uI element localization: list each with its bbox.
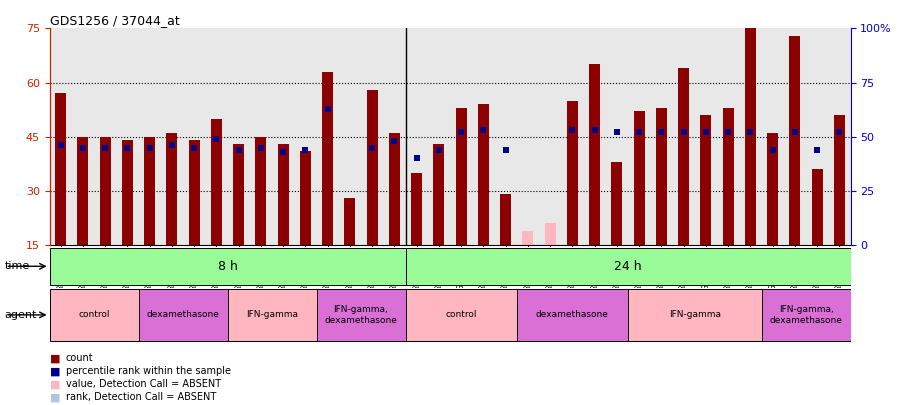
Bar — [122, 140, 133, 245]
Bar — [745, 21, 756, 245]
Text: dexamethasone: dexamethasone — [536, 310, 608, 320]
Text: dexamethasone: dexamethasone — [147, 310, 220, 320]
Bar — [567, 100, 578, 245]
Text: ■: ■ — [50, 379, 60, 389]
Bar — [211, 119, 222, 245]
Bar — [634, 111, 644, 245]
Bar — [517, 289, 628, 341]
Text: IFN-gamma: IFN-gamma — [669, 310, 721, 320]
Bar — [522, 230, 534, 245]
Text: IFN-gamma,
dexamethasone: IFN-gamma, dexamethasone — [770, 305, 842, 324]
Bar — [50, 248, 406, 285]
Text: ■: ■ — [50, 367, 60, 376]
Text: IFN-gamma: IFN-gamma — [246, 310, 298, 320]
Bar — [233, 144, 244, 245]
Bar — [723, 108, 734, 245]
Bar — [500, 194, 511, 245]
Text: count: count — [66, 354, 94, 363]
Bar — [256, 136, 266, 245]
Bar — [812, 169, 823, 245]
Bar — [300, 151, 310, 245]
Bar — [767, 133, 778, 245]
Bar — [166, 133, 177, 245]
Text: ■: ■ — [50, 392, 60, 402]
Bar — [628, 289, 761, 341]
Bar — [366, 90, 378, 245]
Text: IFN-gamma,
dexamethasone: IFN-gamma, dexamethasone — [325, 305, 398, 324]
Bar — [277, 144, 289, 245]
Bar — [761, 289, 850, 341]
Text: 8 h: 8 h — [218, 260, 238, 273]
Text: ■: ■ — [50, 354, 60, 363]
Bar — [139, 289, 228, 341]
Text: control: control — [446, 310, 477, 320]
Bar — [590, 64, 600, 245]
Bar — [833, 115, 845, 245]
Bar — [700, 115, 711, 245]
Bar — [544, 224, 555, 245]
Text: agent: agent — [4, 310, 37, 320]
Text: 24 h: 24 h — [614, 260, 642, 273]
Bar — [478, 104, 489, 245]
Bar — [144, 136, 155, 245]
Bar — [433, 144, 445, 245]
Bar — [611, 162, 623, 245]
Bar — [656, 108, 667, 245]
Bar — [50, 289, 139, 341]
Bar — [317, 289, 406, 341]
Text: GDS1256 / 37044_at: GDS1256 / 37044_at — [50, 14, 179, 27]
Text: rank, Detection Call = ABSENT: rank, Detection Call = ABSENT — [66, 392, 216, 402]
Bar — [55, 93, 67, 245]
Bar — [406, 289, 517, 341]
Bar — [389, 133, 400, 245]
Bar — [455, 108, 467, 245]
Bar — [345, 198, 356, 245]
Bar — [678, 68, 689, 245]
Bar — [789, 36, 800, 245]
Text: percentile rank within the sample: percentile rank within the sample — [66, 367, 230, 376]
Bar — [100, 136, 111, 245]
Bar — [189, 140, 200, 245]
Text: control: control — [78, 310, 110, 320]
Bar — [406, 248, 850, 285]
Bar — [228, 289, 317, 341]
Bar — [77, 136, 88, 245]
Text: value, Detection Call = ABSENT: value, Detection Call = ABSENT — [66, 379, 220, 389]
Text: time: time — [4, 262, 30, 271]
Bar — [322, 72, 333, 245]
Bar — [411, 173, 422, 245]
